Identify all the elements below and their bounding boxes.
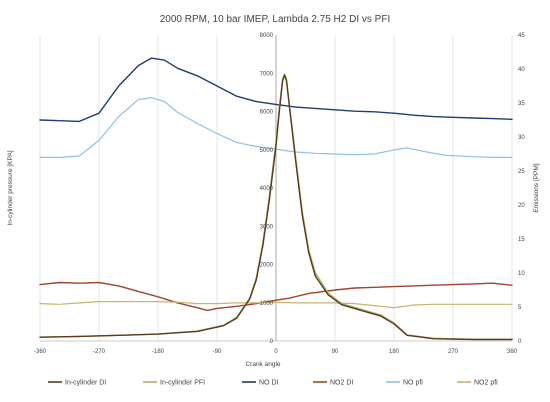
y-axis-left-title: In-cylinder pressure [KPA]: [7, 150, 14, 225]
legend-label: NO2 pfi: [474, 380, 498, 387]
y-left-tick-label: 3000: [260, 224, 274, 230]
y-left-tick-label: 7000: [260, 71, 274, 77]
y-right-tick-label: 20: [518, 203, 525, 209]
tick-labels: -360 -270 -180 -90 0 90 180 270 3600100020003000…: [34, 33, 525, 355]
y-right-tick-label: 15: [518, 237, 525, 243]
y-right-tick-label: 35: [518, 101, 525, 107]
series-line-in-cylinder-di: [39, 74, 513, 341]
legend-label: In-cylinder DI: [65, 380, 106, 387]
x-tick-label: -270: [93, 349, 106, 355]
series-line-no-pfi: [39, 97, 513, 158]
y-right-tick-label: 5: [518, 305, 522, 311]
x-tick-label: -360: [34, 349, 47, 355]
y-right-tick-label: 40: [518, 67, 525, 73]
series-line-no-di: [39, 57, 513, 123]
axes: [40, 35, 512, 342]
y-left-tick-label: 2000: [260, 263, 274, 269]
legend: In-cylinder DI In-cylinder PFI NO DI NO2 DI…: [48, 380, 498, 387]
y-left-tick-label: 4000: [260, 186, 274, 192]
x-tick-label: 90: [332, 349, 339, 355]
x-tick-label: 270: [448, 349, 459, 355]
y-axis-right-title: Emissions [PPM]: [533, 163, 540, 212]
y-right-tick-label: 0: [518, 339, 522, 345]
series-group: [39, 57, 513, 341]
x-axis-title: Crank angle: [245, 361, 280, 368]
x-tick-label: -180: [152, 349, 165, 355]
y-left-tick-label: 8000: [260, 33, 274, 39]
legend-label: NO pfi: [403, 380, 423, 387]
x-tick-label: 0: [274, 349, 278, 355]
series-line-no2-pfi: [39, 301, 513, 309]
chart-title: 2000 RPM, 10 bar IMEP, Lambda 2.75 H2 DI…: [160, 14, 390, 25]
y-left-tick-label: 0: [270, 339, 274, 345]
x-tick-label: 360: [507, 349, 518, 355]
y-right-tick-label: 30: [518, 135, 525, 141]
y-right-tick-label: 25: [518, 169, 525, 175]
x-tick-label: -90: [213, 349, 222, 355]
y-left-tick-label: 1000: [260, 301, 274, 307]
y-right-tick-label: 10: [518, 271, 525, 277]
series-line-no2-di: [39, 281, 513, 312]
y-left-tick-label: 6000: [260, 110, 274, 116]
legend-label: NO DI: [259, 380, 279, 387]
y-right-tick-label: 45: [518, 33, 525, 39]
x-tick-label: 180: [389, 349, 400, 355]
legend-label: NO2 DI: [330, 380, 353, 387]
legend-label: In-cylinder PFI: [160, 380, 205, 387]
y-left-tick-label: 5000: [260, 148, 274, 154]
